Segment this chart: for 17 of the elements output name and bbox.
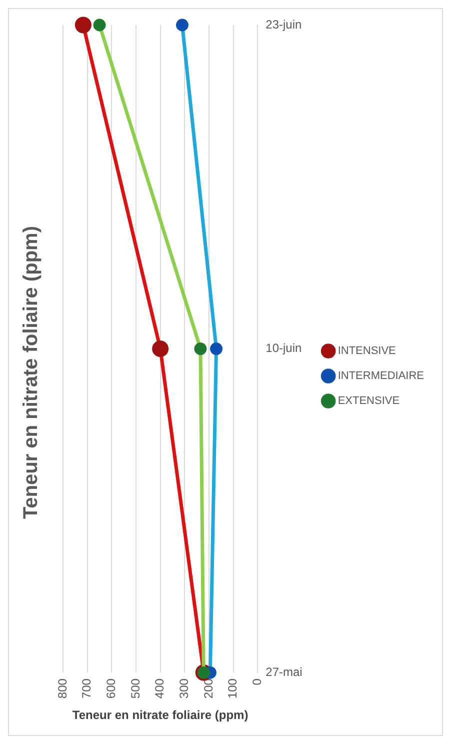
x-tick-label: 100	[226, 678, 240, 699]
y-tick-label: 23-juin	[266, 17, 302, 32]
y-tick-label: 27-mai	[266, 664, 302, 679]
y-tick-label: 10-juin	[266, 341, 302, 356]
x-tick-label: 800	[55, 678, 70, 699]
x-tick-label: 0	[250, 678, 264, 686]
legend-label: INTERMEDIAIRE	[338, 370, 424, 382]
legend-label: EXTENSIVE	[338, 395, 400, 408]
x-tick-label: 500	[128, 678, 142, 699]
x-tick-label: 600	[104, 678, 118, 699]
legend-label: INTENSIVE	[338, 345, 396, 358]
x-tick-label: 400	[152, 678, 167, 699]
x-axis-title: Teneur en nitrate foliaire (ppm)	[72, 708, 248, 722]
x-tick-label: 300	[176, 678, 191, 699]
x-tick-label: 700	[80, 678, 94, 699]
x-tick-label: 200	[201, 678, 216, 699]
text: Teneur en nitrate foliaire (ppm)	[20, 226, 42, 518]
